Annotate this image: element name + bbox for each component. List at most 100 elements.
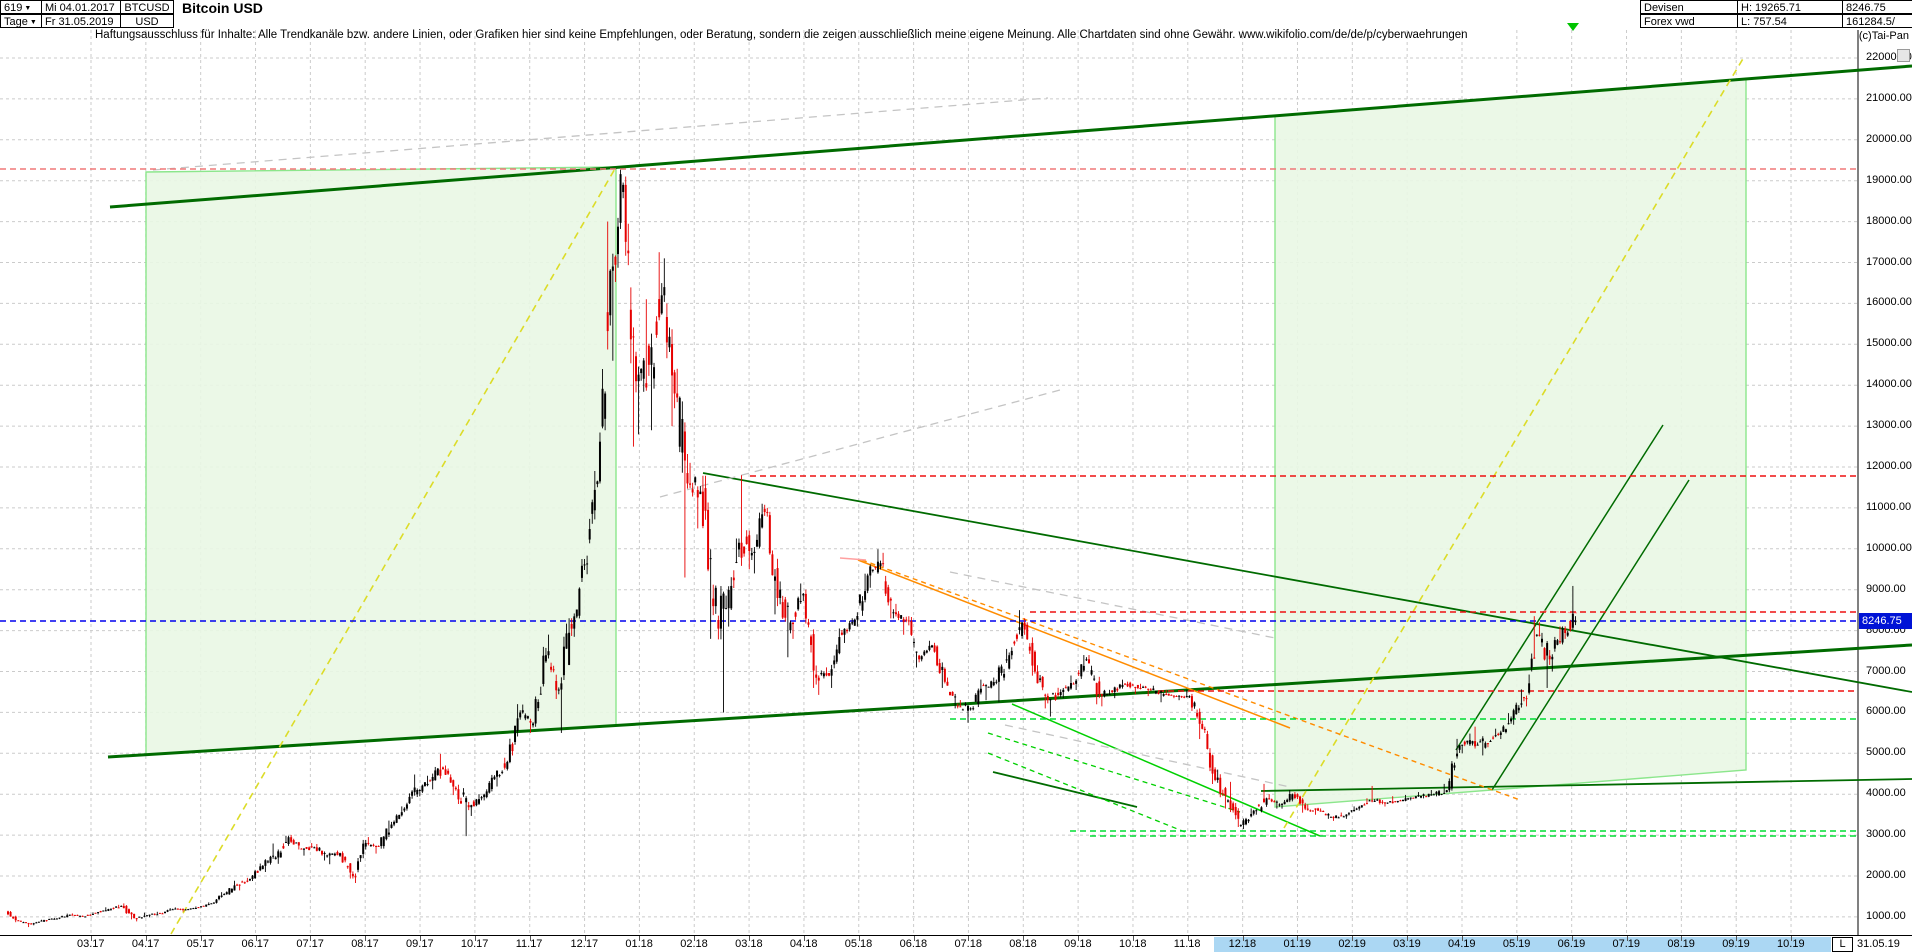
y-axis-label: 7000.00 xyxy=(1866,664,1906,677)
x-axis-tick xyxy=(1791,936,1793,941)
chevron-down-icon: ▼ xyxy=(29,19,37,26)
disclaimer-text: Haftungsausschluss für Inhalte: Alle Tre… xyxy=(95,29,1468,41)
axis-corner-widget[interactable] xyxy=(1897,49,1910,62)
y-axis-label: 16000.00 xyxy=(1866,296,1912,309)
y-axis-label: 1000.00 xyxy=(1866,909,1906,922)
volume-cell: 161284.5/ xyxy=(1842,14,1912,28)
y-axis-label: 20000.00 xyxy=(1866,132,1912,145)
x-axis-tick xyxy=(749,936,751,941)
x-axis[interactable]: 03.17 04.17 05.17 06.17 07.17 08.17 09.17 10.17… xyxy=(0,935,1912,952)
x-axis-tick xyxy=(1078,936,1080,941)
x-axis-label: 10.17 xyxy=(460,938,489,950)
bottom-right-trend[interactable] xyxy=(1260,778,1912,792)
currency-cell: USD xyxy=(120,14,174,28)
fan-dashed-1[interactable] xyxy=(987,732,1241,813)
x-axis-selection-highlight[interactable] xyxy=(1214,937,1831,952)
x-axis-label: 03.19 xyxy=(1393,938,1421,950)
scale-indicator[interactable]: L xyxy=(1832,937,1853,952)
y-axis-label: 17000.00 xyxy=(1866,255,1912,268)
orange-downtrend[interactable] xyxy=(857,559,1291,729)
x-axis-label: 07.19 xyxy=(1612,938,1641,950)
last-date-label: 31.05.19 xyxy=(1857,938,1900,950)
y-axis-label: 14000.00 xyxy=(1866,378,1912,391)
x-axis-label: 12.17 xyxy=(570,938,599,950)
y-axis-label: 19000.00 xyxy=(1866,173,1912,186)
x-axis-label: 04.19 xyxy=(1448,938,1476,950)
x-axis-label: 08.19 xyxy=(1667,938,1695,950)
last-price-tag: 8246.75 xyxy=(1859,613,1912,629)
feed-cell: Forex vwd xyxy=(1640,14,1738,28)
x-axis-label: 08.18 xyxy=(1009,938,1037,950)
x-axis-label: 01.18 xyxy=(625,938,653,950)
channel-top[interactable] xyxy=(109,64,1912,209)
x-axis-label: 08.17 xyxy=(351,938,379,950)
x-axis-tick xyxy=(1352,936,1354,941)
x-axis-tick xyxy=(1516,936,1518,941)
x-axis-label: 06.17 xyxy=(241,938,270,950)
market-cell: Devisen xyxy=(1640,0,1738,14)
x-axis-label: 04.18 xyxy=(789,938,818,950)
x-axis-label: 05.18 xyxy=(844,938,873,950)
y-axis-label: 11000.00 xyxy=(1866,500,1912,513)
gray-channel-b[interactable] xyxy=(1004,724,1291,788)
x-axis-label: 06.19 xyxy=(1557,938,1586,950)
x-axis-label: 12.18 xyxy=(1228,938,1257,950)
x-axis-label: 05.17 xyxy=(186,938,215,950)
x-axis-label: 09.18 xyxy=(1064,938,1092,950)
x-axis-label: 09.19 xyxy=(1722,938,1750,950)
symbol-cell[interactable]: BTCUSD xyxy=(120,0,174,14)
x-axis-label: 02.18 xyxy=(680,938,708,950)
chevron-down-icon: ▼ xyxy=(24,5,32,12)
x-axis-tick xyxy=(255,936,257,941)
x-axis-label: 02.19 xyxy=(1338,938,1366,950)
rally-channel-right[interactable] xyxy=(1491,479,1690,791)
gray-channel-a[interactable] xyxy=(949,571,1276,639)
x-axis-tick xyxy=(200,936,202,941)
x-axis-label: 10.18 xyxy=(1118,938,1147,950)
x-axis-tick xyxy=(858,936,860,941)
yellow-channel-2019[interactable] xyxy=(1283,56,1745,829)
rally-channel-left[interactable] xyxy=(1455,424,1664,751)
quote-low-cell: L: 757.54 xyxy=(1737,14,1843,28)
pink-segment-2018[interactable] xyxy=(839,557,867,561)
x-axis-label: 07.17 xyxy=(296,938,324,950)
x-axis-label: 06.18 xyxy=(899,938,928,950)
x-axis-tick xyxy=(1571,936,1573,941)
x-axis-tick xyxy=(91,936,92,941)
x-axis-tick xyxy=(639,936,641,941)
x-axis-tick xyxy=(803,936,805,941)
y-axis-label: 3000.00 xyxy=(1866,828,1906,841)
downtrend-2018[interactable] xyxy=(702,472,1912,693)
y-axis-label: 12000.00 xyxy=(1866,460,1912,472)
x-axis-tick xyxy=(420,936,422,941)
x-axis-tick xyxy=(1462,936,1463,941)
x-axis-label: 01.19 xyxy=(1283,938,1311,950)
trend-channel-fill-2017 xyxy=(146,167,616,755)
y-axis[interactable]: 22000.00 21000.00 20000.00 19000.00 18000.00… xyxy=(1862,0,1912,935)
x-axis-label: 04.17 xyxy=(131,938,160,950)
candlestick-series xyxy=(7,169,1577,928)
channel-bottom[interactable] xyxy=(107,643,1912,759)
x-axis-tick xyxy=(1242,936,1244,941)
x-axis-label: 03.18 xyxy=(735,938,763,950)
fan-line-bright[interactable] xyxy=(1011,703,1321,837)
x-axis-tick xyxy=(145,936,147,941)
x-axis-tick xyxy=(310,936,312,941)
y-axis-label: 5000.00 xyxy=(1866,746,1906,759)
gray-trend-mid[interactable] xyxy=(659,389,1061,498)
x-axis-tick xyxy=(529,936,531,941)
copyright-label: (c)Tai-Pan xyxy=(1858,30,1909,42)
downtrend-low-segment[interactable] xyxy=(992,771,1138,808)
y-axis-label: 2000.00 xyxy=(1866,869,1906,881)
yellow-channel-2017[interactable] xyxy=(170,166,617,935)
x-axis-tick xyxy=(474,936,476,941)
last-price-cell: 8246.75 xyxy=(1842,0,1912,14)
x-axis-tick xyxy=(1132,936,1134,941)
x-axis-label: 11.18 xyxy=(1173,938,1201,950)
x-axis-tick xyxy=(1407,936,1409,941)
x-axis-label: 03.17 xyxy=(77,938,105,950)
x-axis-tick xyxy=(1736,936,1738,941)
gray-trend-top[interactable] xyxy=(152,97,1049,171)
